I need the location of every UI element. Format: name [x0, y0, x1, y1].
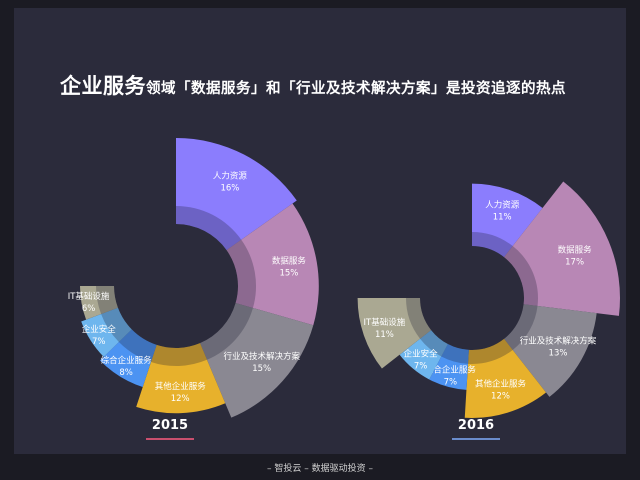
slice-value-hr-2015: 16%: [220, 184, 239, 194]
slice-name-other-services-2016: 其他企业服务: [475, 378, 527, 389]
donut-chart-2016: 人力资源 11% 数据服务 17% 行业及技术解决方案 13% 其他企业服务 12% 综合企业服…: [357, 181, 620, 418]
slice-name-security-2016: 企业安全: [404, 349, 439, 360]
slice-general-services-2016: [429, 344, 469, 390]
slice-value-hr-2016: 11%: [493, 212, 512, 222]
slice-security-2016: [399, 330, 448, 380]
slice-other-services-2015: [136, 343, 226, 414]
slice-value-general-services-2016: 7%: [444, 377, 458, 387]
title-rest: 领域「数据服务」和「行业及技术解决方案」是投资追逐的热点: [146, 81, 566, 97]
slice-value-industry-solutions-2015: 15%: [252, 364, 271, 374]
slice-shade-security-2015: [101, 307, 132, 342]
year-label-2015: 2015: [151, 418, 189, 433]
slice-it-infra-2015: [80, 286, 118, 320]
slice-name-general-services-2016: 综合企业服务: [425, 364, 477, 375]
slice-value-security-2015: 7%: [92, 337, 106, 347]
slice-value-data-services-2016: 17%: [565, 258, 584, 268]
slice-shade-data-services-2016: [504, 246, 539, 306]
slice-value-it-infra-2016: 11%: [375, 330, 394, 340]
slice-shade-it-infra-2016: [406, 298, 432, 339]
slice-shade-industry-solutions-2015: [200, 303, 253, 360]
slice-value-industry-solutions-2016: 13%: [549, 349, 568, 359]
slice-value-general-services-2015: 8%: [119, 368, 133, 378]
slice-shade-it-infra-2015: [96, 286, 118, 315]
slice-industry-solutions-2016: [504, 304, 597, 397]
slice-shade-general-services-2016: [441, 344, 469, 364]
slice-name-data-services-2015: 数据服务: [272, 256, 307, 267]
slice-shade-hr-2016: [472, 232, 513, 258]
slice-name-security-2015: 企业安全: [82, 324, 117, 335]
slice-name-hr-2015: 人力资源: [213, 171, 248, 182]
slice-value-it-infra-2015: 6%: [82, 304, 96, 314]
slice-other-services-2016: [464, 338, 547, 418]
slice-shade-other-services-2016: [468, 338, 513, 364]
year-underline-2015: [146, 438, 194, 440]
slice-it-infra-2016: [357, 298, 432, 369]
slice-general-services-2015: [100, 329, 157, 388]
slice-industry-solutions-2015: [200, 303, 314, 418]
slice-name-data-services-2016: 数据服务: [558, 245, 593, 256]
slice-value-data-services-2015: 15%: [279, 269, 298, 279]
slice-shade-industry-solutions-2016: [504, 304, 538, 350]
slice-shade-hr-2015: [176, 206, 242, 251]
slice-name-general-services-2015: 综合企业服务: [101, 355, 153, 366]
slice-shade-general-services-2015: [118, 329, 157, 362]
slice-name-it-infra-2016: IT基础设施: [364, 317, 406, 328]
slice-hr-2015: [176, 138, 297, 251]
slice-value-other-services-2015: 12%: [171, 394, 190, 404]
slice-security-2015: [81, 307, 132, 357]
slice-value-other-services-2016: 12%: [491, 391, 510, 401]
slice-shade-data-services-2015: [226, 239, 257, 308]
slice-name-other-services-2015: 其他企业服务: [155, 381, 207, 392]
slice-shade-other-services-2015: [150, 343, 207, 367]
year-label-2016: 2016: [457, 418, 495, 433]
slice-name-hr-2016: 人力资源: [485, 199, 520, 210]
donut-chart-2015: 人力资源 16% 数据服务 15% 行业及技术解决方案 15% 其他企业服务 12% 综合企业服…: [68, 138, 319, 418]
title-highlight: 企业服务: [60, 74, 146, 98]
slice-name-industry-solutions-2016: 行业及技术解决方案: [520, 336, 597, 347]
slice-value-security-2016: 7%: [414, 362, 428, 372]
slice-shade-security-2016: [420, 330, 448, 357]
year-underline-2016: [452, 438, 500, 440]
page-title: 企业服务领域「数据服务」和「行业及技术解决方案」是投资追逐的热点: [60, 70, 620, 100]
slice-name-industry-solutions-2015: 行业及技术解决方案: [223, 351, 300, 362]
slice-data-services-2015: [226, 203, 319, 326]
slice-name-it-infra-2015: IT基础设施: [68, 291, 110, 302]
slice-hr-2016: [472, 183, 543, 258]
slice-data-services-2016: [504, 181, 620, 316]
footer-caption: – 智投云 – 数据驱动投资 –: [267, 464, 373, 474]
